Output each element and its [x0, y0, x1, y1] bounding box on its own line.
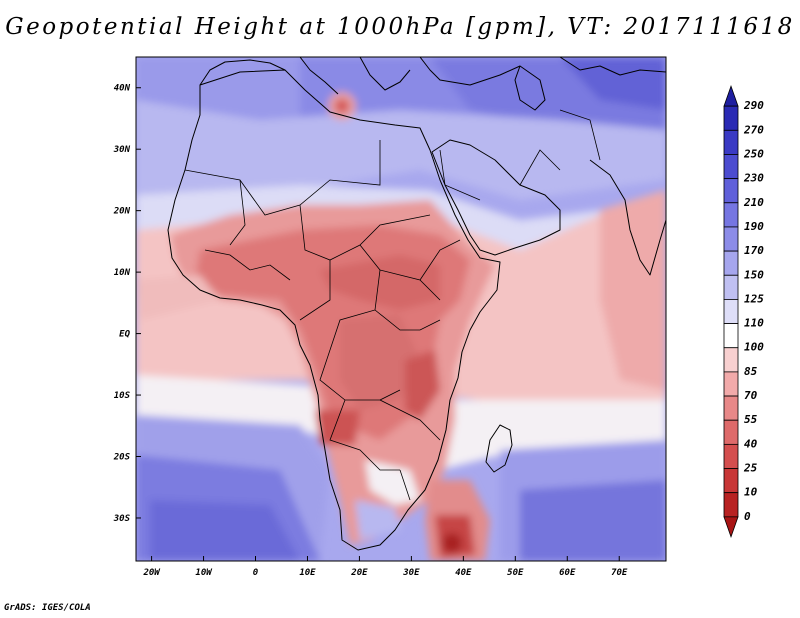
colorbar-label: 190: [744, 220, 764, 233]
lon-label: 60E: [559, 568, 576, 578]
lat-label: 10N: [114, 268, 131, 278]
credit-label: GrADS: IGES/COLA: [4, 603, 91, 613]
colorbar-label: 85: [744, 365, 758, 378]
colorbar-label: 170: [744, 244, 764, 257]
colorbar-segment: [723, 154, 739, 180]
lat-label: 20N: [113, 207, 131, 217]
lat-label: EQ: [119, 330, 130, 340]
lat-label: 40N: [114, 84, 131, 94]
colorbar-label: 270: [743, 123, 764, 136]
lon-label: 40E: [455, 568, 472, 578]
colorbar-segment: [723, 299, 739, 324]
colorbar-segment: [723, 202, 739, 228]
colorbar-segment: [723, 419, 739, 445]
colorbar-segment: [723, 105, 739, 131]
colorbar-label: 100: [744, 341, 764, 354]
lat-label: 30N: [113, 145, 131, 155]
lon-label: 10W: [195, 568, 213, 578]
colorbar-label: 25: [743, 462, 758, 475]
lat-label: 30S: [113, 514, 131, 524]
geopotential-field: [136, 57, 666, 561]
colorbar-label: 70: [744, 389, 758, 402]
lon-label: 50E: [507, 568, 524, 578]
colorbar-segment: [723, 371, 739, 397]
colorbar-label: 125: [744, 292, 764, 305]
lon-label: 10E: [299, 568, 316, 578]
lon-label: 70E: [611, 568, 628, 578]
colorbar-segment: [723, 178, 739, 204]
lat-label: 20S: [113, 453, 131, 463]
colorbar: 2902702502302101901701501251101008570554…: [723, 84, 764, 539]
colorbar-label: 55: [744, 413, 758, 426]
latitude-axis: 40N 30N 20N 10N EQ 10S 20S 30S: [113, 84, 141, 524]
colorbar-segment: [723, 395, 739, 421]
colorbar-label: 290: [743, 99, 764, 112]
lon-label: 20W: [142, 568, 161, 578]
longitude-axis: 20W 10W 0 10E 20E 30E 40E 50E 60E 70E: [142, 556, 628, 578]
colorbar-bottom-arrow: [723, 516, 739, 539]
colorbar-label: 10: [744, 486, 758, 499]
colorbar-segment: [723, 492, 739, 518]
colorbar-label: 40: [744, 437, 758, 450]
colorbar-segment: [723, 226, 739, 252]
colorbar-label: 150: [744, 268, 764, 281]
colorbar-segment: [723, 443, 739, 469]
map-frame: [135, 56, 667, 562]
coastlines: [167, 57, 666, 551]
colorbar-segment: [723, 468, 739, 494]
colorbar-label: 0: [744, 510, 751, 523]
lon-label: 30E: [402, 568, 420, 578]
colorbar-segment: [723, 347, 739, 373]
colorbar-label: 250: [743, 147, 764, 160]
colorbar-label: 110: [744, 317, 764, 330]
colorbar-segment: [723, 129, 739, 155]
lat-label: 10S: [114, 391, 131, 401]
map-title: Geopotential Height at 1000hPa [gpm], VT…: [5, 14, 795, 40]
colorbar-segment: [723, 274, 739, 300]
colorbar-segment: [723, 250, 739, 276]
lon-label: 0: [253, 568, 259, 578]
lon-label: 20E: [350, 568, 368, 578]
colorbar-top-arrow: [723, 84, 739, 107]
colorbar-label: 210: [743, 196, 764, 209]
country-borders: [184, 109, 601, 501]
colorbar-segment: [723, 323, 739, 349]
colorbar-label: 230: [743, 172, 764, 185]
